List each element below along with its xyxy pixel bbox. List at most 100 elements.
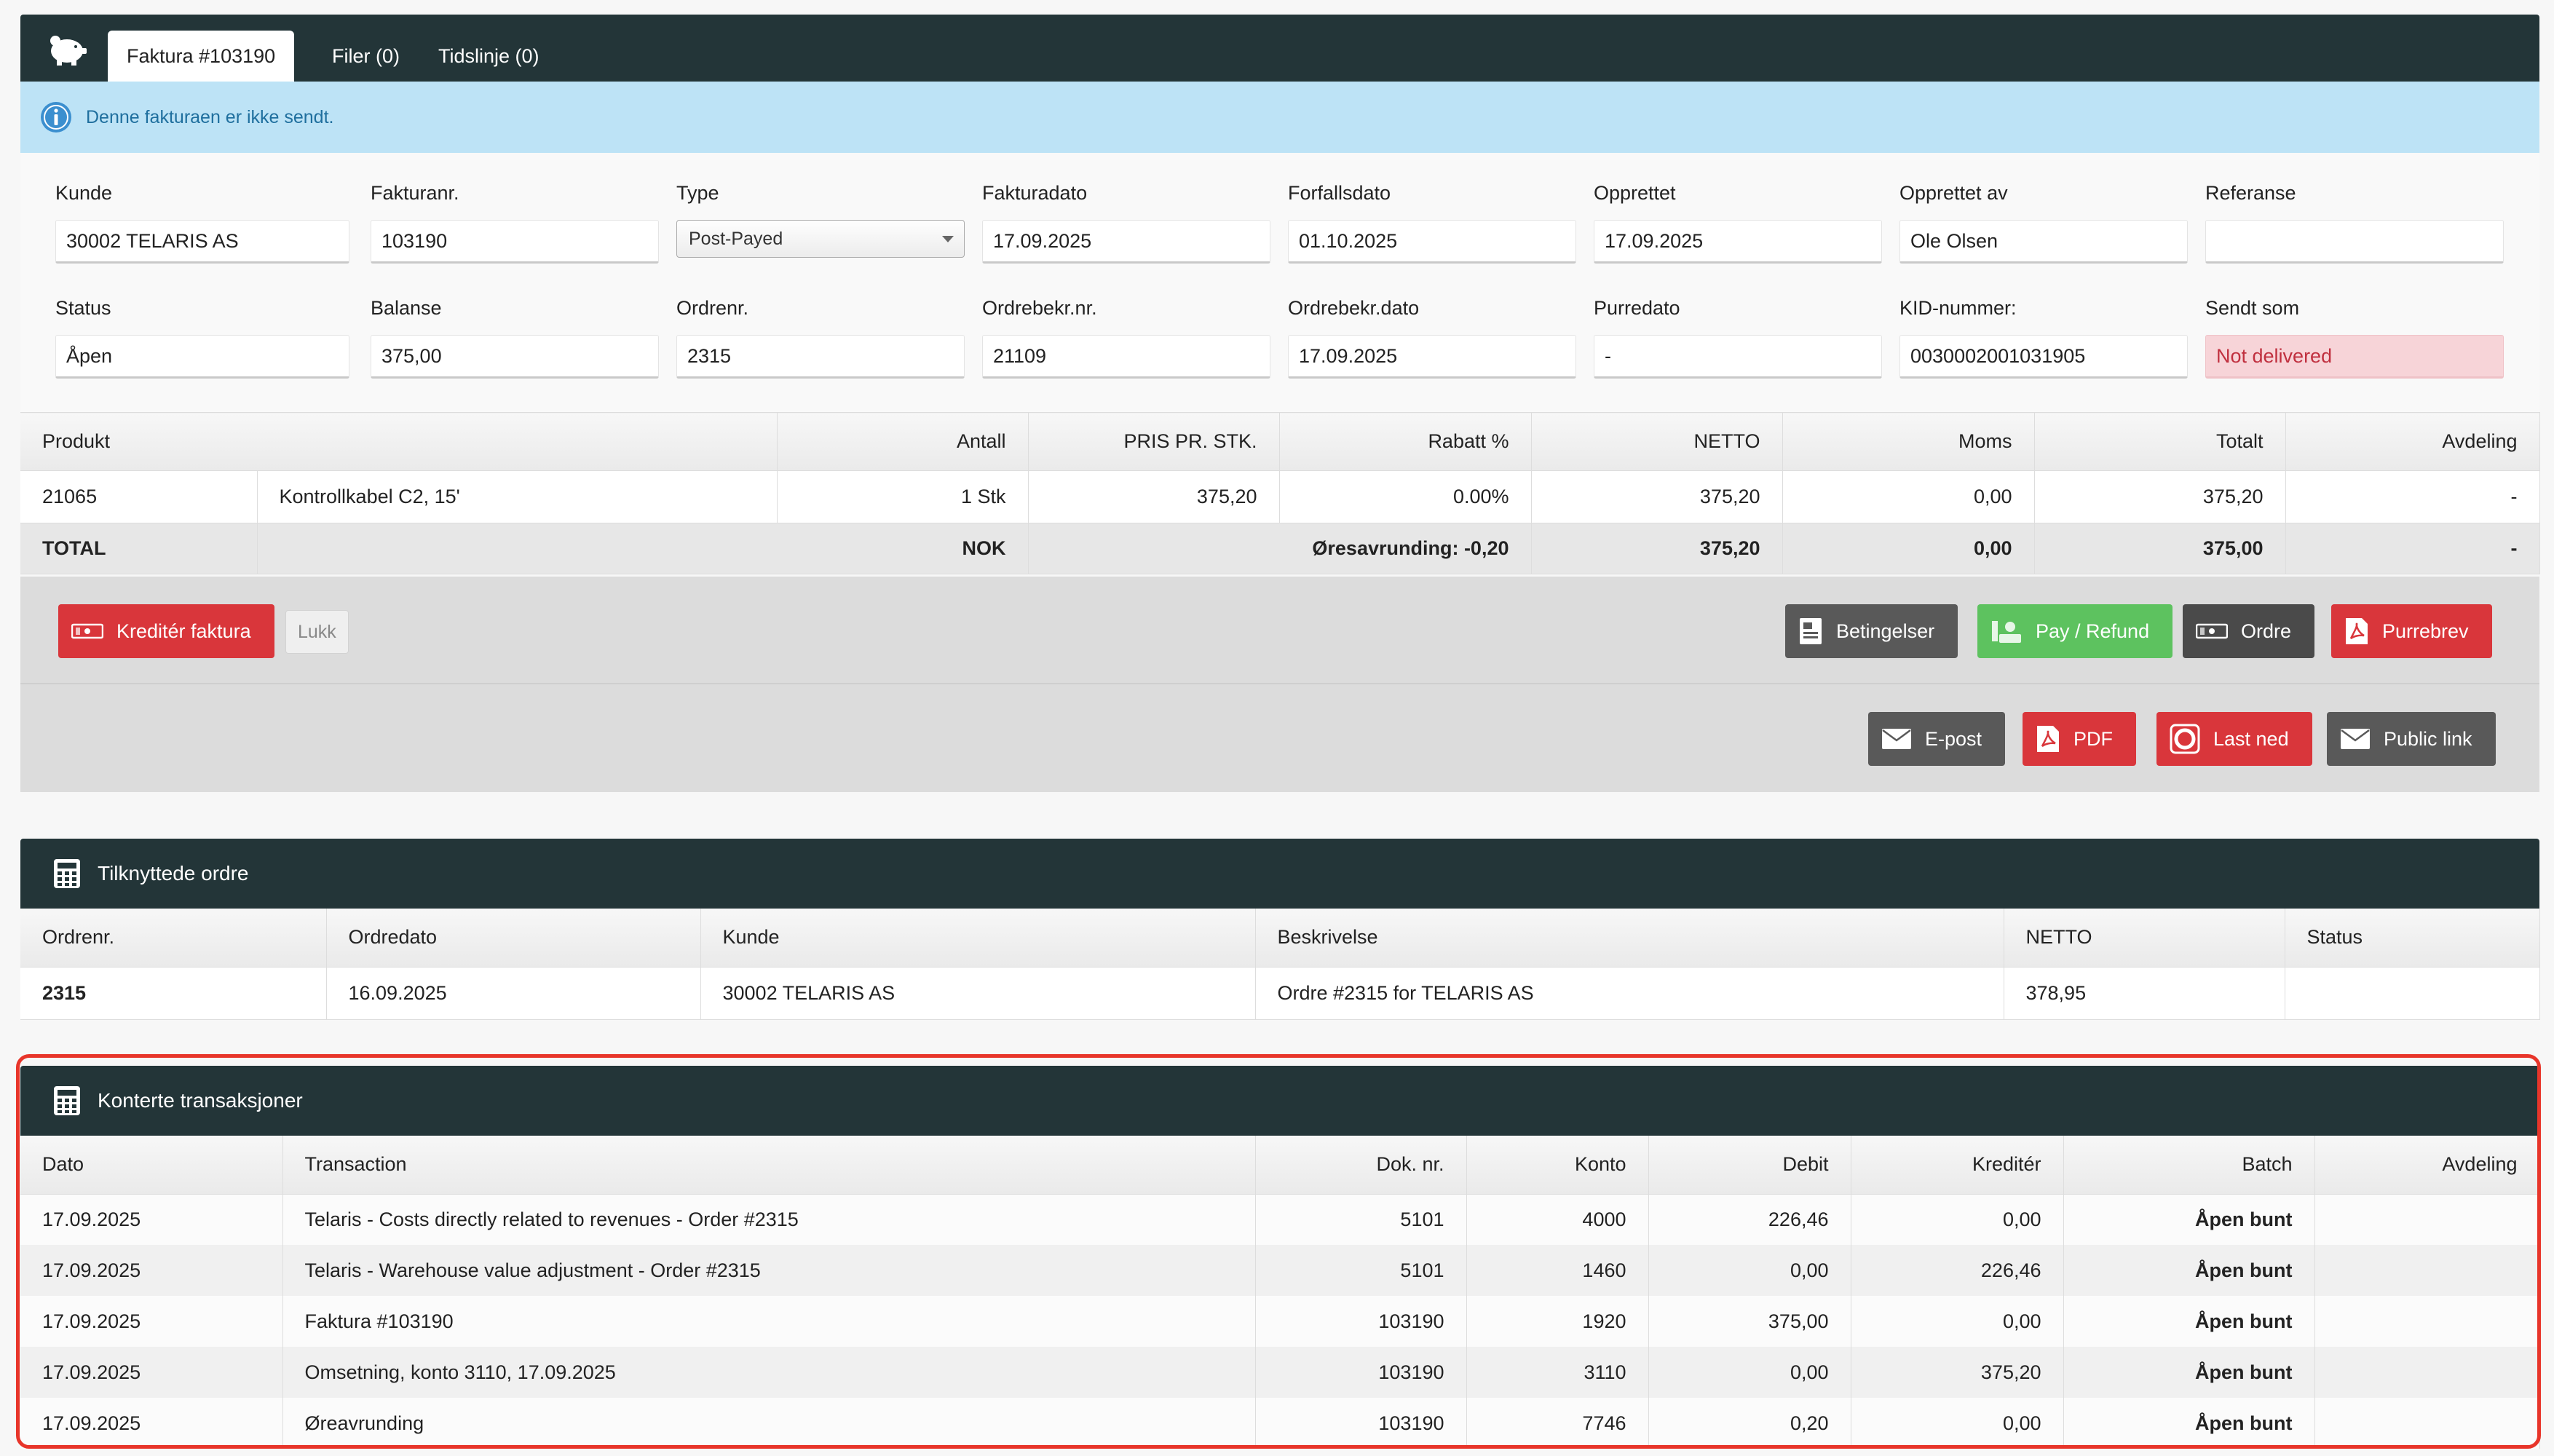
due-date-field[interactable]: 01.10.2025 bbox=[1288, 220, 1576, 264]
credit-invoice-button[interactable]: Kreditér faktura bbox=[58, 604, 274, 658]
table-row[interactable]: 17.09.2025 Telaris - Costs directly rela… bbox=[20, 1194, 2540, 1245]
customer-field[interactable]: 30002 TELARIS AS bbox=[55, 220, 349, 264]
balance-field[interactable]: 375,00 bbox=[371, 335, 659, 379]
label-order-confirmation-number: Ordrebekr.nr. bbox=[982, 297, 1097, 319]
transaction-date: 17.09.2025 bbox=[20, 1245, 283, 1296]
public-link-label: Public link bbox=[2384, 727, 2472, 750]
product-row[interactable]: 21065 Kontrollkabel C2, 15' 1 Stk 375,20… bbox=[20, 470, 2540, 523]
invoice-number-field[interactable]: 103190 bbox=[371, 220, 659, 264]
transaction-debit: 226,46 bbox=[1648, 1194, 1851, 1245]
product-unit-price: 375,20 bbox=[1028, 470, 1280, 523]
terms-button[interactable]: Betingelser bbox=[1785, 604, 1958, 658]
transaction-department bbox=[2314, 1398, 2540, 1449]
pdf-icon bbox=[2037, 726, 2059, 752]
pdf-button[interactable]: PDF bbox=[2023, 712, 2136, 766]
header-credit: Kreditér bbox=[1851, 1136, 2064, 1195]
label-invoice-number: Fakturanr. bbox=[371, 182, 459, 204]
order-confirmation-date-field[interactable]: 17.09.2025 bbox=[1288, 335, 1576, 379]
transaction-text: Telaris - Costs directly related to reve… bbox=[282, 1194, 1256, 1245]
created-by-field[interactable]: Ole Olsen bbox=[1899, 220, 2188, 264]
label-invoice-date: Fakturadato bbox=[982, 182, 1088, 204]
kid-number-field[interactable]: 0030002001031905 bbox=[1899, 335, 2188, 379]
download-button[interactable]: Last ned bbox=[2156, 712, 2312, 766]
header-unit-price: PRIS PR. STK. bbox=[1028, 412, 1280, 471]
table-row[interactable]: 17.09.2025 Faktura #103190 103190 1920 3… bbox=[20, 1296, 2540, 1347]
order-customer: 30002 TELARIS AS bbox=[700, 967, 1256, 1020]
order-number-field[interactable]: 2315 bbox=[676, 335, 965, 379]
tab-timeline[interactable]: Tidslinje (0) bbox=[438, 45, 539, 67]
info-banner: Denne fakturaen er ikke sendt. bbox=[20, 82, 2539, 153]
header-department: Avdeling bbox=[2314, 1136, 2540, 1195]
header-net: NETTO bbox=[1531, 412, 1783, 471]
banknote-icon bbox=[71, 623, 103, 639]
status-field[interactable]: Åpen bbox=[55, 335, 349, 379]
total-total: 375,00 bbox=[2034, 523, 2286, 574]
transaction-document: 103190 bbox=[1255, 1296, 1467, 1347]
piggy-bank-icon[interactable] bbox=[45, 28, 89, 68]
transaction-text: Øreavrunding bbox=[282, 1398, 1256, 1449]
reminder-letter-label: Purrebrev bbox=[2382, 620, 2469, 642]
order-button[interactable]: Ordre bbox=[2183, 604, 2315, 658]
header-department: Avdeling bbox=[2285, 412, 2540, 471]
transaction-account: 3110 bbox=[1466, 1347, 1649, 1398]
order-number[interactable]: 2315 bbox=[20, 967, 327, 1020]
order-confirmation-number-field[interactable]: 21109 bbox=[982, 335, 1270, 379]
created-field[interactable]: 17.09.2025 bbox=[1594, 220, 1882, 264]
table-row[interactable]: 17.09.2025 Omsetning, konto 3110, 17.09.… bbox=[20, 1347, 2540, 1398]
tab-files[interactable]: Filer (0) bbox=[332, 45, 400, 67]
table-row[interactable]: 17.09.2025 Øreavrunding 103190 7746 0,20… bbox=[20, 1398, 2540, 1449]
transactions-table: Dato Transaction Dok. nr. Konto Debit Kr… bbox=[20, 1136, 2540, 1449]
reminder-letter-button[interactable]: Purrebrev bbox=[2331, 604, 2492, 658]
header-total: Totalt bbox=[2034, 412, 2286, 471]
table-row[interactable]: 2315 16.09.2025 30002 TELARIS AS Ordre #… bbox=[20, 967, 2540, 1020]
product-code: 21065 bbox=[20, 470, 258, 523]
order-date: 16.09.2025 bbox=[326, 967, 701, 1020]
total-label: TOTAL bbox=[20, 523, 258, 574]
top-bar: Faktura #103190 Filer (0) Tidslinje (0) bbox=[20, 15, 2539, 82]
total-currency: NOK bbox=[257, 523, 1029, 574]
public-link-button[interactable]: Public link bbox=[2327, 712, 2496, 766]
transaction-batch[interactable]: Åpen bunt bbox=[2063, 1347, 2315, 1398]
transaction-batch[interactable]: Åpen bunt bbox=[2063, 1296, 2315, 1347]
product-quantity: 1 Stk bbox=[777, 470, 1029, 523]
transaction-debit: 375,00 bbox=[1648, 1296, 1851, 1347]
banknote-icon bbox=[2196, 623, 2228, 639]
transaction-credit: 0,00 bbox=[1851, 1398, 2064, 1449]
transaction-batch[interactable]: Åpen bunt bbox=[2063, 1194, 2315, 1245]
label-due-date: Forfallsdato bbox=[1288, 182, 1391, 204]
type-select-value: Post-Payed bbox=[689, 229, 783, 249]
order-description: Ordre #2315 for TELARIS AS bbox=[1255, 967, 2004, 1020]
transaction-batch[interactable]: Åpen bunt bbox=[2063, 1245, 2315, 1296]
header-date: Dato bbox=[20, 1136, 283, 1195]
product-net: 375,20 bbox=[1531, 470, 1783, 523]
reminder-date-field[interactable]: - bbox=[1594, 335, 1882, 379]
download-label: Last ned bbox=[2213, 727, 2289, 750]
transaction-document: 5101 bbox=[1255, 1245, 1467, 1296]
header-status: Status bbox=[2285, 909, 2540, 968]
envelope-icon bbox=[1882, 729, 1911, 749]
transaction-batch[interactable]: Åpen bunt bbox=[2063, 1398, 2315, 1449]
close-button[interactable]: Lukk bbox=[285, 610, 349, 654]
header-net: NETTO bbox=[2004, 909, 2285, 968]
linked-orders-table: Ordrenr. Ordredato Kunde Beskrivelse NET… bbox=[20, 909, 2540, 1020]
reference-field[interactable] bbox=[2205, 220, 2504, 264]
table-row[interactable]: 17.09.2025 Telaris - Warehouse value adj… bbox=[20, 1245, 2540, 1296]
tab-invoice[interactable]: Faktura #103190 bbox=[108, 31, 295, 82]
header-order-number: Ordrenr. bbox=[20, 909, 327, 968]
pay-refund-button[interactable]: Pay / Refund bbox=[1977, 604, 2173, 658]
invoice-date-field[interactable]: 17.09.2025 bbox=[982, 220, 1270, 264]
transaction-credit: 226,46 bbox=[1851, 1245, 2064, 1296]
email-button[interactable]: E-post bbox=[1868, 712, 2006, 766]
invoice-form: Kunde Fakturanr. Type Fakturadato Forfal… bbox=[20, 153, 2539, 412]
header-order-date: Ordredato bbox=[326, 909, 701, 968]
type-select[interactable]: Post-Payed bbox=[676, 220, 965, 258]
header-account: Konto bbox=[1466, 1136, 1649, 1195]
transaction-text: Faktura #103190 bbox=[282, 1296, 1256, 1347]
label-type: Type bbox=[676, 182, 719, 204]
product-total: 375,20 bbox=[2034, 470, 2286, 523]
sent-as-field[interactable]: Not delivered bbox=[2205, 335, 2504, 379]
label-sent-as: Sendt som bbox=[2205, 297, 2300, 319]
transaction-text: Telaris - Warehouse value adjustment - O… bbox=[282, 1245, 1256, 1296]
transaction-account: 7746 bbox=[1466, 1398, 1649, 1449]
transaction-credit: 0,00 bbox=[1851, 1296, 2064, 1347]
